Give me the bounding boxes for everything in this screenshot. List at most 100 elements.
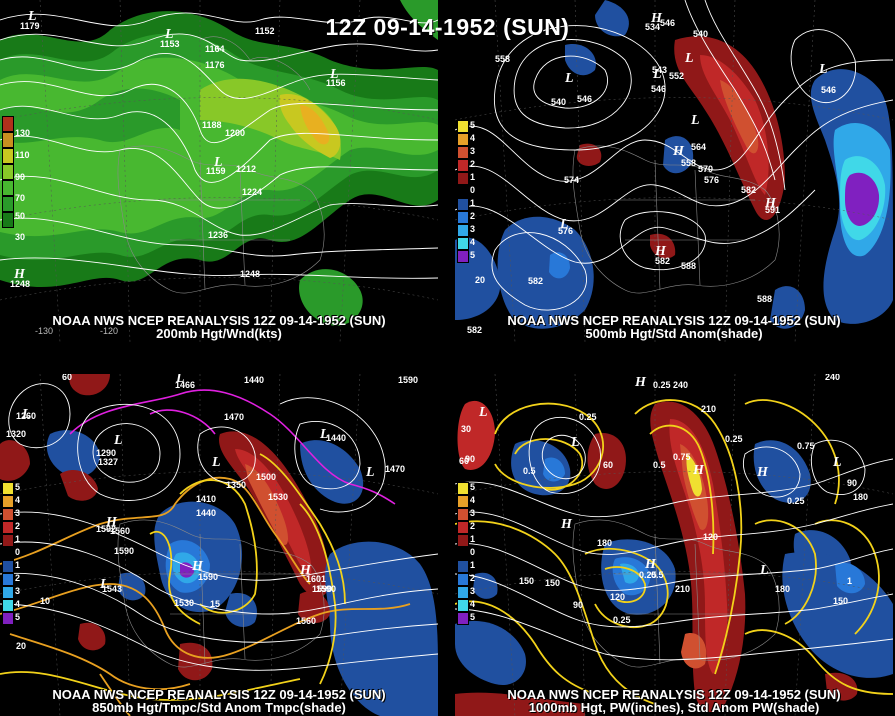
low-center-label: L <box>164 27 174 42</box>
low-center-label: L <box>652 67 662 82</box>
contour-label: 1179 <box>20 21 40 31</box>
low-center-label: L <box>113 433 123 448</box>
colorbar-label: 4 <box>470 133 476 143</box>
low-center-label: L <box>570 435 580 450</box>
contour-label: 180 <box>775 584 790 594</box>
colorbar-swatch <box>2 180 14 196</box>
contour-label: 1159 <box>206 166 226 176</box>
colorbar-swatch <box>2 132 14 148</box>
colorbar-swatch <box>2 196 14 212</box>
low-center-label: L <box>27 9 37 24</box>
colorbar-label: 3 <box>470 586 476 596</box>
colorbar-label: 90 <box>15 172 26 182</box>
colorbar-label: 1 <box>15 560 21 570</box>
colorbar-swatch <box>457 224 469 237</box>
colorbar-swatch <box>2 116 14 132</box>
contour-label: 1236 <box>208 230 228 240</box>
contour-label: 1590 <box>114 546 134 556</box>
contour-label: 1470 <box>385 464 405 474</box>
high-center-label: H <box>634 375 647 390</box>
contour-label: 1590 <box>198 572 218 582</box>
colorbar-swatch <box>2 495 14 508</box>
contour-label: 1530 <box>174 598 194 608</box>
contour-label: 1543 <box>102 584 122 594</box>
colorbar-label: 4 <box>470 599 476 609</box>
colorbar-label: 4 <box>470 495 476 505</box>
colorbar-swatch <box>457 198 469 211</box>
low-center-label: L <box>99 577 109 592</box>
panel-caption-source: NOAA NWS NCEP REANALYSIS 12Z 09-14-1952 … <box>507 687 841 702</box>
longitude-label: -130 <box>35 326 53 336</box>
contour-label: 0.25 <box>787 496 805 506</box>
colorbar-label: 0 <box>15 547 21 557</box>
colorbar-swatch <box>2 508 14 521</box>
contour-label: 0.75 <box>797 441 815 451</box>
colorbar-std-anomaly <box>457 120 469 263</box>
contour-label: 1466 <box>175 380 195 390</box>
contour-label: 546 <box>821 85 836 95</box>
colorbar-label: 2 <box>470 573 476 583</box>
low-center-label: L <box>564 71 574 86</box>
colorbar-swatch <box>2 148 14 164</box>
contour-label: 1156 <box>326 78 346 88</box>
contour-label: 240 <box>673 380 688 390</box>
low-center-label: L <box>559 217 569 232</box>
contour-label: 1290 <box>96 448 116 458</box>
contour-label: 540 <box>693 29 708 39</box>
colorbar-label: 30 <box>15 232 26 242</box>
colorbar-label: 0 <box>470 547 476 557</box>
low-center-label: L <box>832 455 842 470</box>
contour-label: 90 <box>847 478 857 488</box>
contour-label: 558 <box>681 158 696 168</box>
low-center-label: L <box>319 427 329 442</box>
colorbar-swatch <box>457 146 469 159</box>
contour-labels: 0.25 0.25 0.25 0.5 0.5 0.75 0.75 0.25 0.… <box>459 374 868 625</box>
map-850mb: 1440 1470 1590 1320 1290 1260 1350 1500 … <box>0 374 438 716</box>
colorbar-swatch <box>457 185 469 198</box>
contour-label: 1560 <box>110 526 130 536</box>
contour-label: 1530 <box>268 492 288 502</box>
contour-label: 540 <box>551 97 566 107</box>
colorbar-label: 2 <box>470 159 476 169</box>
contour-label: 546 <box>660 18 675 28</box>
main-title: 12Z 09-14-1952 (SUN) <box>325 14 570 40</box>
colorbar-label: 4 <box>15 599 21 609</box>
colorbar-label: 50 <box>15 211 26 221</box>
contour-label: 20 <box>16 641 26 651</box>
low-center-label: L <box>690 113 700 128</box>
map-1000mb: 0.25 0.25 0.25 0.5 0.5 0.75 0.75 0.25 0.… <box>455 374 893 716</box>
contour-label: 60 <box>459 456 469 466</box>
colorbar-swatch <box>457 586 469 599</box>
colorbar-swatch <box>457 599 469 612</box>
panel-500mb-height-anomaly: 558 540 546 552 546 564 558 570 576 582 … <box>455 0 893 342</box>
colorbar-label: 2 <box>15 573 21 583</box>
contour-label: 576 <box>558 226 573 236</box>
contour-label: 582 <box>741 185 756 195</box>
high-center-label: H <box>13 267 26 282</box>
colorbar-swatch <box>457 211 469 224</box>
panel-200mb-height-wind: 1152 1164 1176 1188 1200 1212 1224 1236 … <box>0 0 438 342</box>
anomaly-shading <box>455 0 893 329</box>
contour-label: 90 <box>465 454 475 464</box>
colorbar-label: 70 <box>15 193 26 203</box>
contour-label: 588 <box>681 261 696 271</box>
contour-label: 546 <box>651 84 666 94</box>
contour-label: 210 <box>701 404 716 414</box>
lat-lon-grid <box>0 0 438 342</box>
colorbar-swatch <box>2 521 14 534</box>
contour-label: 1248 <box>240 269 260 279</box>
colorbar-label: 2 <box>470 521 476 531</box>
contour-label: 1590 <box>312 584 332 594</box>
low-center-label: L <box>211 455 221 470</box>
colorbar-swatch <box>2 534 14 547</box>
contour-label: 1212 <box>236 164 256 174</box>
contour-label: 1440 <box>196 508 216 518</box>
contour-label: 0.75 <box>673 452 691 462</box>
colorbar-swatch <box>457 521 469 534</box>
height-contours <box>0 383 438 671</box>
colorbar-swatch <box>457 120 469 133</box>
high-center-label: H <box>654 244 667 259</box>
contour-labels: 558 540 546 552 546 564 558 570 576 582 … <box>467 18 836 335</box>
high-center-label: H <box>644 557 657 572</box>
contour-label: 1350 <box>226 480 246 490</box>
